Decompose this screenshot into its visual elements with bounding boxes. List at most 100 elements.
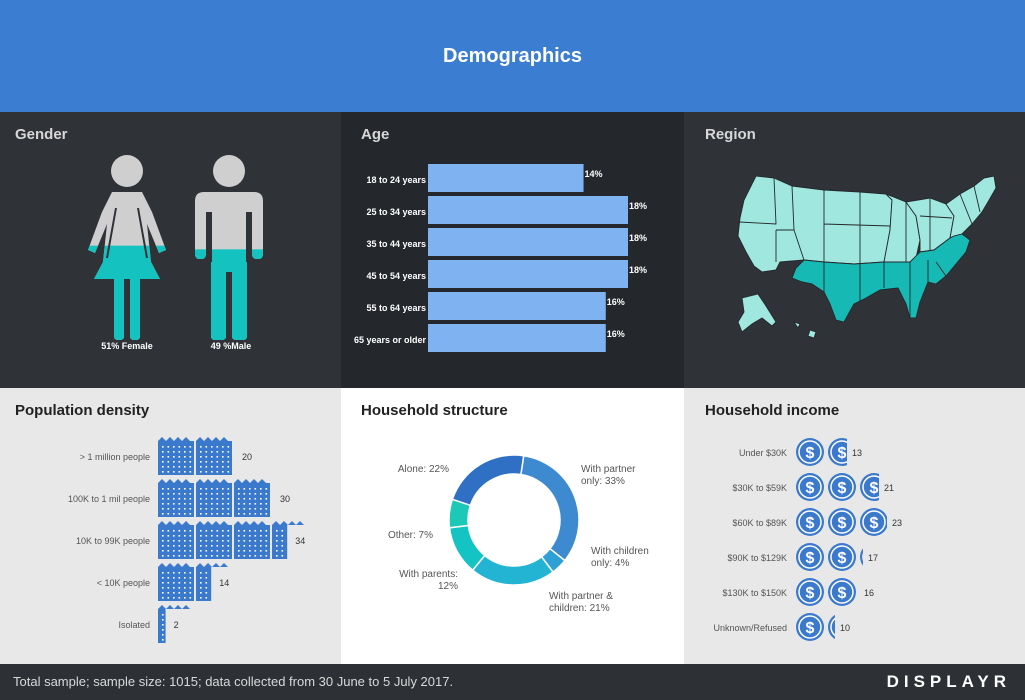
svg-text:$: $ <box>838 585 847 602</box>
age-value-label: 18% <box>629 201 647 211</box>
income-category-label: $90K to $129K <box>727 553 787 563</box>
svg-text:$: $ <box>806 515 815 532</box>
density-category-label: < 10K people <box>97 578 150 588</box>
age-value-label: 16% <box>607 297 625 307</box>
map-west <box>737 175 893 273</box>
donut-slice-label: With parents: 12% <box>399 569 458 592</box>
density-value-label: 34 <box>295 536 305 546</box>
income-bar: $ $ <box>796 578 856 606</box>
age-value-label: 18% <box>629 233 647 243</box>
income-category-label: $60K to $89K <box>732 518 787 528</box>
income-value-label: 21 <box>884 483 894 493</box>
income-pictograph: Under $30K $ $13$30K to $59K $ $ $21$60K to $… <box>713 438 902 641</box>
region-title: Region <box>705 126 756 143</box>
income-category-label: $130K to $150K <box>722 588 787 598</box>
density-value-label: 2 <box>174 620 179 630</box>
svg-text:$: $ <box>870 515 879 532</box>
header-banner: Demographics <box>0 0 1025 112</box>
age-value-label: 14% <box>585 169 603 179</box>
svg-text:$: $ <box>838 515 847 532</box>
income-bar: $ $ <box>796 438 847 466</box>
density-pictograph: > 1 million people 20 100K to 1 mil people… <box>68 437 305 643</box>
donut-slice-label: With partner & children: 21% <box>549 591 613 614</box>
density-bar <box>158 479 270 517</box>
income-value-label: 16 <box>864 588 874 598</box>
donut-slice-label: With children only: 4% <box>591 546 649 569</box>
map-south <box>791 233 971 323</box>
age-bar-chart: 18 to 24 years 14% 25 to 34 years 18% 35 to … <box>354 164 647 352</box>
svg-text:$: $ <box>838 445 847 462</box>
density-category-label: Isolated <box>118 620 150 630</box>
age-category-label: 25 to 34 years <box>366 207 426 217</box>
density-bar <box>158 521 304 559</box>
page-title: Demographics <box>443 44 582 67</box>
footer: Total sample; sample size: 1015; data co… <box>0 664 1025 700</box>
income-category-label: Under $30K <box>739 448 787 458</box>
brand-logo: DISPLAYR <box>886 672 1011 691</box>
density-bar <box>158 605 190 643</box>
male-label: 49 %Male <box>211 341 252 351</box>
age-value-label: 18% <box>629 265 647 275</box>
age-panel: Age 18 to 24 years 14% 25 to 34 years 18% 35… <box>341 112 684 388</box>
footer-note: Total sample; sample size: 1015; data co… <box>13 674 454 689</box>
gender-panel: Gender 51% Fe <box>0 112 341 388</box>
age-bar <box>428 324 606 352</box>
income-bar: $ $ $ <box>796 508 887 536</box>
age-category-label: 45 to 54 years <box>366 271 426 281</box>
age-category-label: 55 to 64 years <box>366 303 426 313</box>
household-title: Household structure <box>361 402 508 419</box>
donut-slice-label: Alone: 22% <box>398 464 449 475</box>
male-figure-icon <box>195 155 263 340</box>
age-category-label: 18 to 24 years <box>366 175 426 185</box>
age-bar <box>428 228 628 256</box>
svg-text:$: $ <box>806 445 815 462</box>
density-category-label: 10K to 99K people <box>76 536 150 546</box>
region-panel: Region <box>684 112 1025 388</box>
household-panel: Household structure With partner only: 33… <box>341 388 684 664</box>
density-category-label: 100K to 1 mil people <box>68 494 150 504</box>
donut-slice <box>471 554 555 586</box>
donut-slice <box>520 454 580 562</box>
income-bar: $ $ $ <box>796 543 863 571</box>
income-category-label: Unknown/Refused <box>713 623 787 633</box>
age-title: Age <box>361 126 390 143</box>
svg-text:$: $ <box>806 585 815 602</box>
income-value-label: 17 <box>868 553 878 563</box>
age-category-label: 65 years or older <box>354 335 427 345</box>
density-panel: Population density > 1 million people 20 1… <box>0 388 341 664</box>
donut-slice-label: With partner only: 33% <box>581 464 636 487</box>
age-value-label: 16% <box>607 329 625 339</box>
density-bar <box>158 437 232 475</box>
income-value-label: 10 <box>840 623 850 633</box>
income-title: Household income <box>705 402 840 419</box>
density-category-label: > 1 million people <box>80 452 150 462</box>
svg-text:$: $ <box>806 480 815 497</box>
gender-title: Gender <box>15 126 68 143</box>
svg-text:$: $ <box>806 550 815 567</box>
female-label: 51% Female <box>101 341 153 351</box>
income-panel: Household income Under $30K $ $13 $30K to $… <box>684 388 1025 664</box>
gender-figures: 51% Female 49 %Male <box>88 155 263 351</box>
donut-slice <box>451 454 525 507</box>
female-figure-icon <box>88 155 166 340</box>
density-value-label: 30 <box>280 494 290 504</box>
income-bar: $ $ <box>796 613 835 641</box>
income-category-label: $30K to $59K <box>732 483 787 493</box>
map-northeast <box>945 175 997 239</box>
svg-text:$: $ <box>838 550 847 567</box>
income-bar: $ $ $ <box>796 473 879 501</box>
age-bar <box>428 164 584 192</box>
age-bar <box>428 196 628 224</box>
income-value-label: 23 <box>892 518 902 528</box>
density-value-label: 20 <box>242 452 252 462</box>
density-value-label: 14 <box>219 578 229 588</box>
age-bar <box>428 260 628 288</box>
svg-text:$: $ <box>838 480 847 497</box>
income-value-label: 13 <box>852 448 862 458</box>
us-map <box>737 175 997 339</box>
map-hawaii <box>793 321 817 339</box>
household-donut-chart: With partner only: 33% With children only: … <box>388 454 649 614</box>
donut-slice-label: Other: 7% <box>388 530 433 541</box>
map-alaska <box>737 293 777 333</box>
